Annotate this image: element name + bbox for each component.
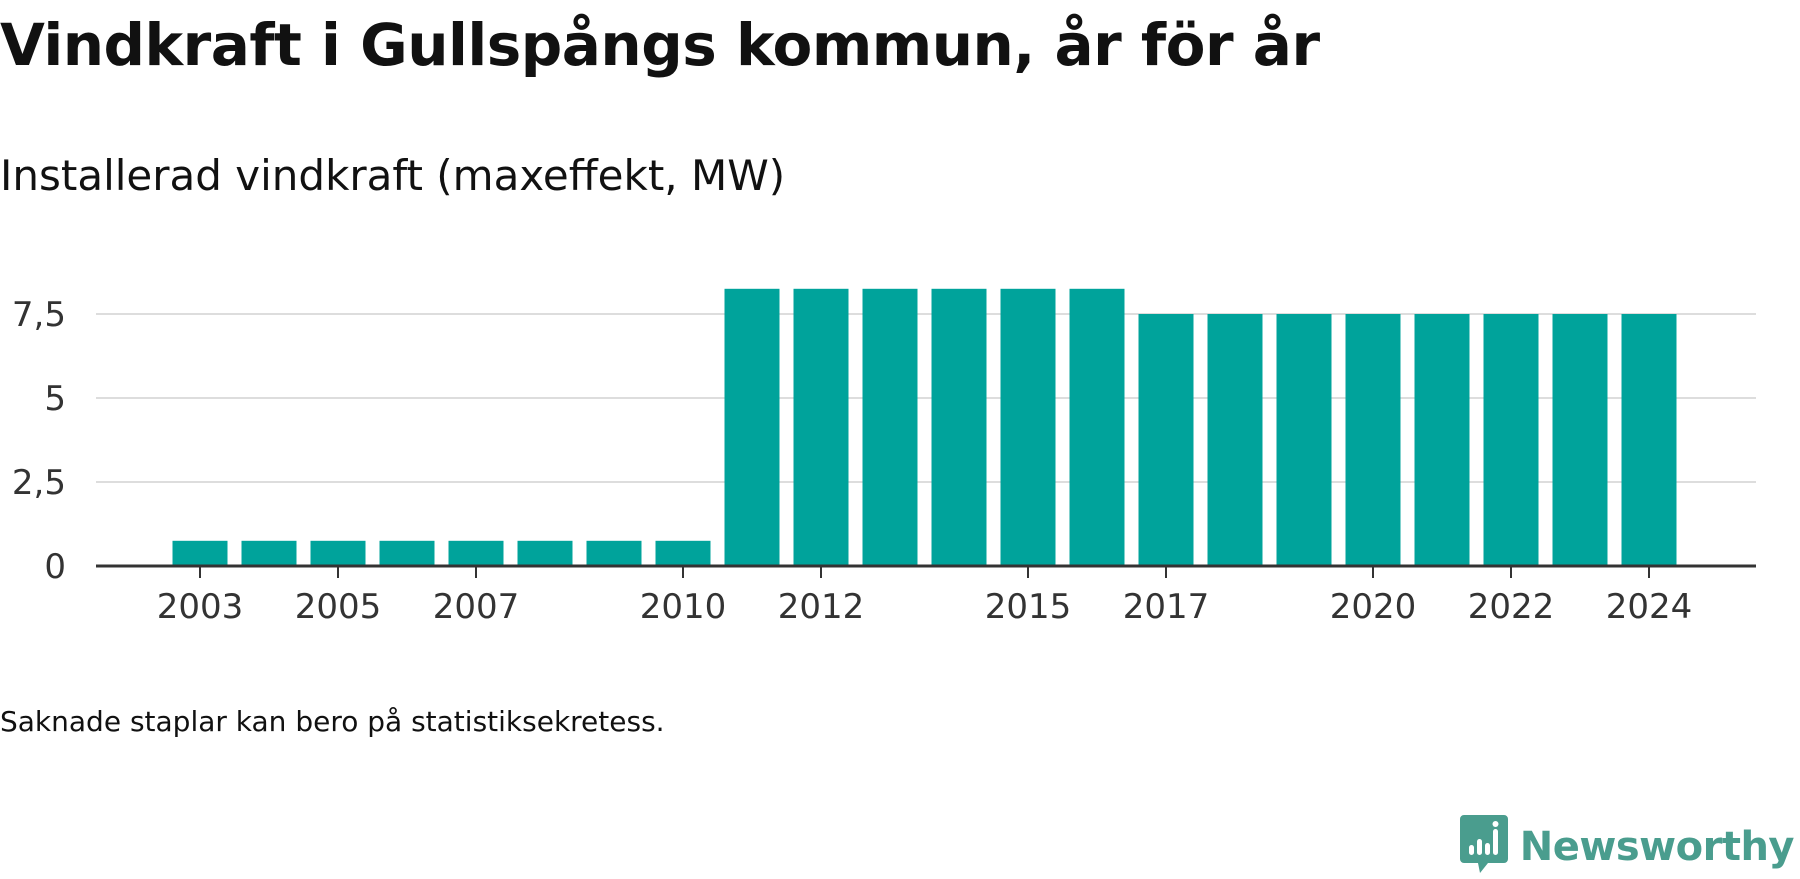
bar-2003[interactable]	[172, 540, 228, 566]
x-tick-label: 2010	[640, 587, 727, 627]
x-axis-labels: 2003 2005 2007 2010 2012 2015 2017 2020 2022 2024	[157, 587, 1693, 627]
x-tick-label: 2007	[433, 587, 520, 627]
x-axis	[96, 564, 1756, 578]
x-tick-label: 2020	[1330, 587, 1417, 627]
bar-2017[interactable]	[1138, 314, 1194, 566]
x-tick-label: 2003	[157, 587, 244, 627]
bars	[172, 288, 1677, 566]
bar-2010[interactable]	[655, 540, 711, 566]
bar-2013[interactable]	[862, 288, 918, 566]
y-tick-label: 0	[44, 547, 66, 587]
x-tick-label: 2005	[295, 587, 382, 627]
newsworthy-logo-icon	[1459, 815, 1508, 879]
bar-2009[interactable]	[586, 540, 642, 566]
bar-2007[interactable]	[448, 540, 504, 566]
bar-2014[interactable]	[931, 288, 987, 566]
x-tick-label: 2022	[1468, 587, 1555, 627]
bar-2015[interactable]	[1000, 288, 1056, 566]
y-axis-labels: 0 2,5 5 7,5	[12, 295, 66, 587]
y-tick-label: 2,5	[12, 463, 66, 503]
bar-2018[interactable]	[1207, 314, 1263, 566]
chart-title: Vindkraft i Gullspångs kommun, år för år	[0, 11, 1320, 79]
brand-logo[interactable]: Newsworthy	[1459, 815, 1795, 879]
x-tick-label: 2017	[1123, 587, 1210, 627]
brand-name: Newsworthy	[1519, 824, 1795, 870]
bar-2019[interactable]	[1276, 314, 1332, 566]
x-tick-label: 2012	[778, 587, 865, 627]
y-tick-label: 7,5	[12, 295, 66, 335]
bar-2016[interactable]	[1069, 288, 1125, 566]
bar-2008[interactable]	[517, 540, 573, 566]
bar-2004[interactable]	[241, 540, 297, 566]
footnote: Saknade staplar kan bero på statistiksek…	[0, 705, 665, 738]
bar-2021[interactable]	[1414, 314, 1470, 566]
y-tick-label: 5	[44, 379, 66, 419]
gridlines	[96, 313, 1756, 483]
bar-2011[interactable]	[724, 288, 780, 566]
chart-subtitle: Installerad vindkraft (maxeffekt, MW)	[0, 151, 786, 200]
x-tick-label: 2015	[985, 587, 1072, 627]
bar-2006[interactable]	[379, 540, 435, 566]
bar-2005[interactable]	[310, 540, 366, 566]
bar-2022[interactable]	[1483, 314, 1539, 566]
x-tick-label: 2024	[1606, 587, 1693, 627]
bar-2023[interactable]	[1552, 314, 1608, 566]
bar-chart: 0 2,5 5 7,5 2003 2005 2007 2010 2012 2015 2017 202…	[12, 288, 1756, 627]
bar-2024[interactable]	[1621, 314, 1677, 566]
bar-2012[interactable]	[793, 288, 849, 566]
bar-2020[interactable]	[1345, 314, 1401, 566]
